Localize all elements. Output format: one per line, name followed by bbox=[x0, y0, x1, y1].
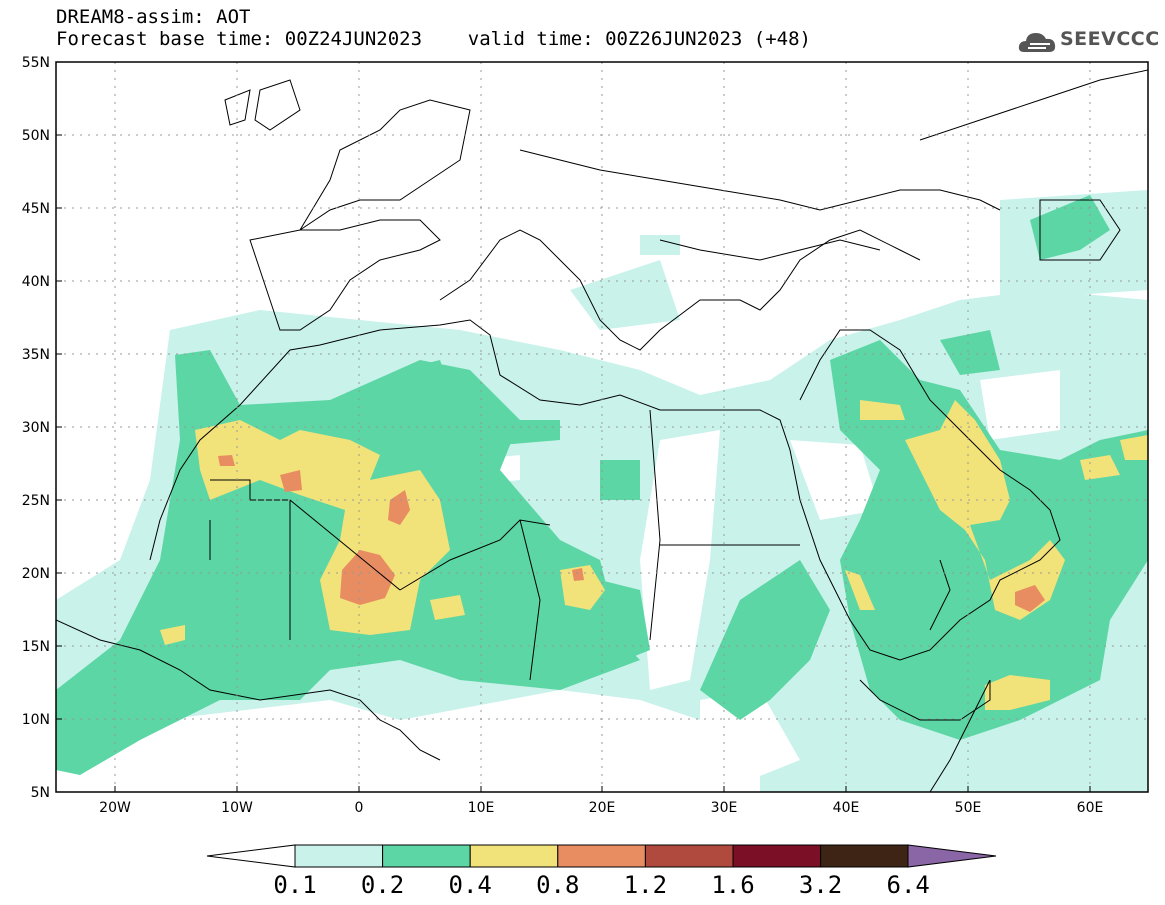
colorbar: 0.1 0.2 0.4 0.8 1.2 1.6 3.2 6.4 bbox=[206, 844, 997, 899]
lat-label: 35N bbox=[22, 347, 50, 363]
lat-label: 20N bbox=[22, 566, 50, 582]
lon-label: 20E bbox=[589, 800, 616, 816]
aot-shading bbox=[56, 190, 1148, 792]
map-title: DREAM8-assim: AOT bbox=[56, 6, 251, 28]
colorbar-high-arrow bbox=[907, 844, 997, 868]
lon-label: 10E bbox=[468, 800, 495, 816]
cloud-logo-icon bbox=[1018, 33, 1056, 52]
colorbar-label: 0.8 bbox=[536, 871, 579, 899]
colorbar-label: 0.1 bbox=[273, 871, 316, 899]
lon-label: 0 bbox=[355, 800, 364, 816]
aot-level-0.8 bbox=[218, 455, 1045, 612]
colorbar-swatch bbox=[469, 844, 559, 868]
colorbar-label: 1.6 bbox=[711, 871, 754, 899]
aot-clear-areas bbox=[56, 370, 1060, 792]
longitude-labels: 20W 10W 0 10E 20E 30E 40E 50E 60E bbox=[99, 800, 1103, 816]
logo-text: SEEVCCC bbox=[1060, 28, 1160, 50]
colorbar-label: 1.2 bbox=[624, 871, 667, 899]
lon-label: 30E bbox=[711, 800, 738, 816]
colorbar-low-arrow bbox=[206, 844, 296, 868]
lat-label: 15N bbox=[22, 639, 50, 655]
colorbar-swatch bbox=[644, 844, 734, 868]
colorbar-label: 3.2 bbox=[799, 871, 842, 899]
lat-label: 55N bbox=[22, 55, 50, 71]
colorbar-swatch bbox=[557, 844, 646, 868]
lon-label: 40E bbox=[833, 800, 860, 816]
graticule bbox=[56, 62, 1148, 792]
lon-label: 10W bbox=[221, 800, 253, 816]
colorbar-swatch bbox=[732, 844, 822, 868]
colorbar-label: 0.4 bbox=[449, 871, 492, 899]
colorbar-label: 0.2 bbox=[361, 871, 404, 899]
lat-label: 10N bbox=[22, 712, 50, 728]
lat-label: 30N bbox=[22, 420, 50, 436]
axis-ticks bbox=[56, 61, 1091, 792]
lat-label: 40N bbox=[22, 274, 50, 290]
lat-label: 25N bbox=[22, 493, 50, 509]
colorbar-swatch bbox=[382, 844, 471, 868]
lon-label: 20W bbox=[99, 800, 131, 816]
lon-label: 60E bbox=[1077, 800, 1104, 816]
colorbar-swatch bbox=[820, 844, 909, 868]
lat-label: 5N bbox=[31, 785, 50, 801]
lat-label: 50N bbox=[22, 128, 50, 144]
forecast-times: Forecast base time: 00Z24JUN2023 valid t… bbox=[56, 28, 811, 50]
colorbar-label: 6.4 bbox=[887, 871, 930, 899]
colorbar-swatch bbox=[294, 844, 384, 868]
lon-label: 50E bbox=[955, 800, 982, 816]
latitude-labels: 55N 50N 45N 40N 35N 30N 25N 20N 15N 10N … bbox=[22, 55, 50, 801]
lat-label: 45N bbox=[22, 201, 50, 217]
